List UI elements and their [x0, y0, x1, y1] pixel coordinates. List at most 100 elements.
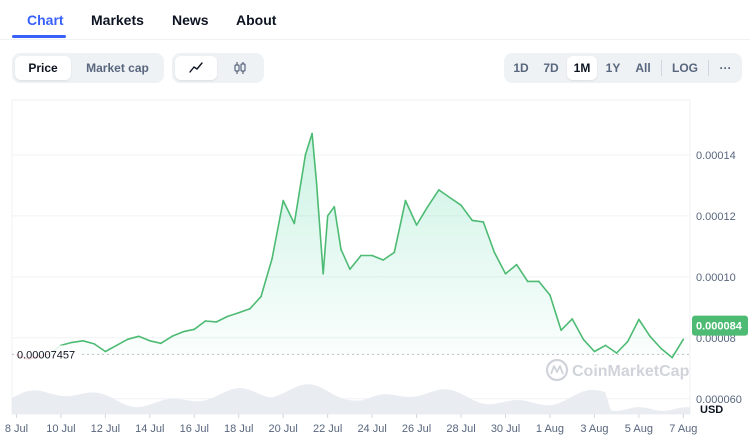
price-button[interactable]: Price [15, 56, 71, 80]
chart-type-toggle [172, 53, 264, 83]
x-tick-label: 12 Jul [91, 423, 120, 435]
price-line-segment [504, 263, 518, 275]
chart-tabs: Chart Markets News About [0, 0, 750, 40]
price-line-segment [93, 343, 107, 353]
price-line-segment [293, 154, 307, 225]
tab-markets[interactable]: Markets [91, 12, 144, 28]
y-tick-label: 0.000060 [696, 394, 742, 406]
price-line-segment [549, 294, 562, 331]
currency-label: USD [700, 404, 723, 416]
range-7d-button[interactable]: 7D [543, 61, 559, 75]
price-line-segment [604, 344, 618, 354]
y-tick-label: 0.00008 [696, 333, 736, 345]
range-divider [661, 60, 662, 76]
price-line-segment [615, 340, 629, 354]
price-line-segment [326, 205, 336, 217]
price-line-segment [371, 254, 385, 261]
x-tick-label: 22 Jul [313, 423, 342, 435]
x-tick-label: 7 Aug [669, 423, 697, 435]
price-line-segment [537, 280, 551, 296]
price-line-segment [171, 330, 184, 338]
price-line-segment [149, 340, 162, 345]
price-line-segment [260, 257, 273, 298]
price-line-segment [393, 199, 407, 254]
price-line-segment [249, 295, 262, 310]
price-line-segment [71, 340, 84, 344]
price-line-segment [322, 215, 329, 275]
price-line-segment [311, 132, 318, 184]
current-price-badge: 0.000084 [692, 315, 748, 336]
price-line-segment [449, 196, 462, 206]
price-line-segment [315, 181, 325, 275]
x-tick-label: 10 Jul [46, 423, 75, 435]
price-line-segment [404, 199, 418, 226]
range-1m-button[interactable]: 1M [567, 56, 597, 80]
more-options-button[interactable]: ··· [719, 61, 732, 75]
price-line-segment [104, 344, 118, 353]
log-scale-button[interactable]: LOG [672, 61, 698, 75]
price-line-segment [215, 315, 229, 323]
x-tick-label: 1 Aug [536, 423, 564, 435]
price-line-segment [226, 312, 240, 318]
price-line-segment [582, 338, 596, 353]
price-line-segment [638, 318, 651, 338]
time-range-selector: 1D 7D 1M 1Y All LOG ··· [504, 53, 742, 83]
price-line-segment [593, 344, 607, 353]
x-tick-label: 3 Aug [580, 423, 608, 435]
x-tick-label: 28 Jul [446, 423, 475, 435]
tab-chart[interactable]: Chart [27, 12, 64, 28]
y-tick-label: 0.00010 [696, 272, 736, 284]
price-line-segment [82, 340, 95, 345]
coinmarketcap-logo-icon [545, 358, 569, 382]
range-all-button[interactable]: All [635, 61, 651, 75]
range-1y-button[interactable]: 1Y [605, 61, 621, 75]
price-line-segment [560, 318, 574, 331]
price-line-segment [482, 221, 496, 254]
x-tick-label: 8 Jul [5, 423, 28, 435]
price-line-segment [437, 189, 451, 199]
current-price-text: 0.000084 [696, 321, 743, 333]
x-tick-label: 20 Jul [269, 423, 298, 435]
active-tab-indicator [12, 35, 66, 38]
price-line-segment [333, 205, 342, 251]
line-chart-icon [189, 62, 203, 73]
price-line-segment [382, 251, 396, 261]
price-chart-svg: 0.00014 0.00012 0.00010 0.00008 0.000060 8 J… [5, 99, 748, 435]
price-line-segment [282, 199, 296, 225]
price-line-segment [60, 341, 73, 347]
volume-area [12, 384, 690, 414]
price-line-segment [340, 248, 351, 270]
line-chart-button[interactable] [175, 56, 217, 80]
price-line-segment [671, 338, 685, 359]
price-line-segment [137, 335, 151, 342]
x-tick-label: 30 Jul [491, 423, 520, 435]
price-line-segment [204, 320, 218, 323]
price-line-segment [349, 254, 362, 270]
price-line-segment [660, 347, 674, 359]
price-line-segment [471, 219, 485, 223]
market-cap-button[interactable]: Market cap [86, 61, 149, 75]
range-1d-button[interactable]: 1D [513, 61, 529, 75]
x-tick-label: 14 Jul [135, 423, 164, 435]
coinmarketcap-watermark: CoinMarketCap [545, 358, 690, 382]
price-line-segment [304, 132, 313, 156]
price-marketcap-toggle: Price Market cap [12, 53, 164, 83]
price-line-segment [426, 189, 440, 208]
x-tick-label: 26 Jul [402, 423, 431, 435]
price-line-segment [415, 205, 429, 226]
price-line-segment [193, 320, 207, 331]
y-tick-label: 0.00012 [696, 211, 736, 223]
price-area-fill [16, 133, 684, 355]
tab-about[interactable]: About [236, 12, 277, 28]
price-line-segment [271, 199, 285, 260]
price-line-segment [182, 328, 196, 333]
candlestick-chart-button[interactable] [219, 56, 261, 80]
log-divider [708, 60, 709, 76]
candlestick-icon [234, 62, 246, 74]
tab-news[interactable]: News [172, 12, 209, 28]
price-line-segment [626, 318, 640, 343]
baseline-value-text: 0.00007457 [17, 349, 75, 361]
price-line-segment [493, 251, 507, 275]
y-tick-label: 0.00014 [696, 150, 736, 162]
x-tick-label: 16 Jul [180, 423, 209, 435]
